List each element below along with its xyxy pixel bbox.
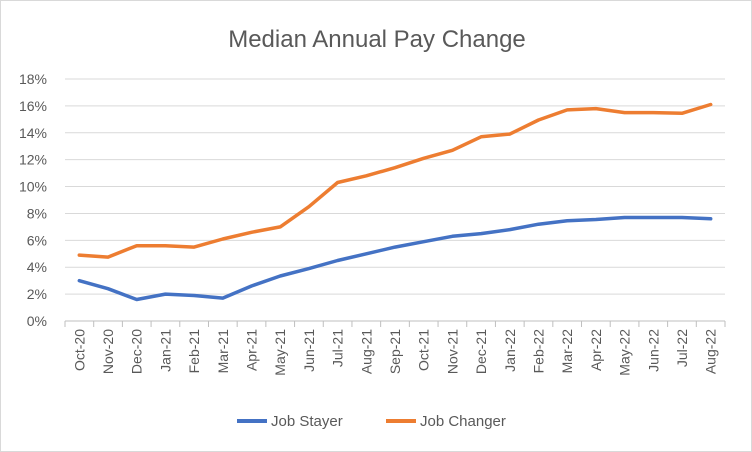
x-tick-label: Mar-22 xyxy=(559,329,575,374)
x-tick-label: Jan-21 xyxy=(157,329,173,372)
x-tick-label: Oct-21 xyxy=(416,329,432,371)
gridlines xyxy=(65,78,725,322)
y-tick-label: 4% xyxy=(27,259,47,275)
x-tick-label: Jul-21 xyxy=(330,329,346,367)
x-tick-label: Jan-22 xyxy=(502,329,518,372)
y-tick-label: 12% xyxy=(19,152,47,168)
y-tick-label: 10% xyxy=(19,179,47,195)
x-tick-label: Apr-21 xyxy=(244,329,260,371)
series-line-1 xyxy=(77,215,713,302)
y-tick-label: 16% xyxy=(19,98,47,114)
x-tick-label: Feb-22 xyxy=(530,329,546,374)
x-tick-label: Jul-22 xyxy=(674,329,690,367)
x-tick-label: Aug-21 xyxy=(358,329,374,374)
x-axis-ticks: Oct-20 Nov-20 Dec-20 Jan-21 Feb-21 Mar-21 Apr-… xyxy=(64,320,726,376)
x-tick-label: Nov-21 xyxy=(444,329,460,374)
x-tick-label: Mar-21 xyxy=(215,329,231,374)
x-tick-label: Apr-22 xyxy=(588,329,604,371)
series-line-2 xyxy=(77,102,713,259)
y-tick-label: 18% xyxy=(19,71,47,87)
x-tick-label: May-21 xyxy=(272,329,288,376)
y-tick-label: 2% xyxy=(27,286,47,302)
legend-label: Job Changer xyxy=(420,413,506,430)
y-tick-label: 14% xyxy=(19,125,47,141)
y-tick-label: 6% xyxy=(27,232,47,248)
y-tick-label: 8% xyxy=(27,205,47,221)
x-tick-label: Dec-20 xyxy=(129,329,145,374)
series-lines xyxy=(77,102,713,302)
x-tick-label: Oct-20 xyxy=(71,329,87,371)
x-tick-label: May-22 xyxy=(617,329,633,376)
x-tick-label: Sep-21 xyxy=(387,329,403,374)
x-tick-label: Nov-20 xyxy=(100,329,116,374)
x-tick-label: Feb-21 xyxy=(186,329,202,374)
x-tick-label: Dec-21 xyxy=(473,329,489,374)
chart-title: Median Annual Pay Change xyxy=(228,26,526,53)
x-tick-label: Aug-22 xyxy=(703,329,719,374)
legend: Job Stayer Job Changer xyxy=(237,413,506,430)
y-tick-label: 0% xyxy=(27,313,47,329)
y-axis-ticks: 0% 2% 4% 6% 8% 10% 12% 14% 16% 18% xyxy=(19,71,47,329)
legend-label: Job Stayer xyxy=(271,413,343,430)
x-tick-label: Jun-22 xyxy=(645,329,661,372)
x-tick-label: Jun-21 xyxy=(301,329,317,372)
